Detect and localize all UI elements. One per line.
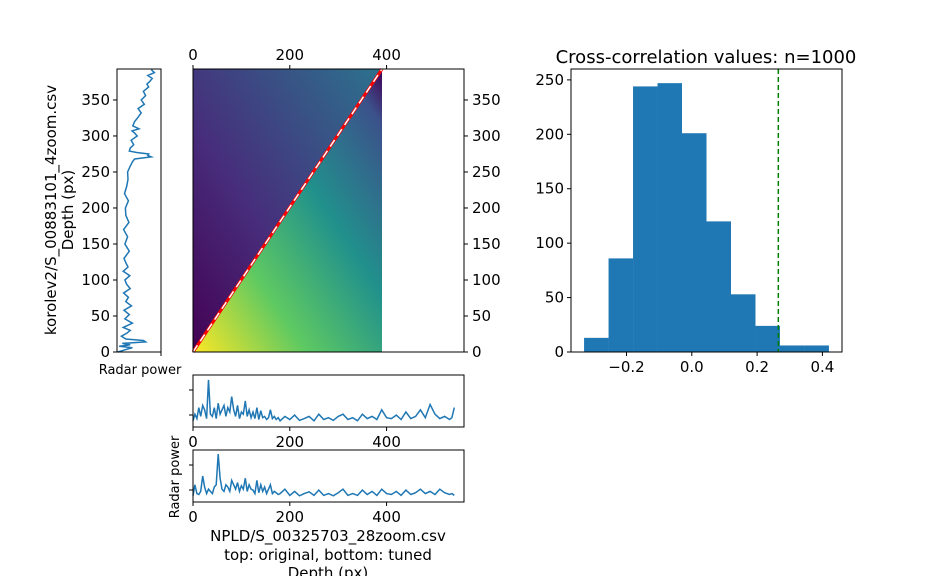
histogram-xtick-label: −0.2	[608, 358, 644, 376]
histogram-bar	[682, 133, 707, 352]
histogram-bar	[755, 325, 780, 352]
depth-profile-ytick-label: 250	[81, 163, 110, 181]
histogram-ticks: −0.2 0.0 0.2 0.4 0 50 100 150 200 250	[535, 71, 834, 376]
histogram-frame	[570, 68, 843, 353]
depth-profile-ytick-label: 300	[81, 127, 110, 145]
radar-tuned-line	[192, 453, 455, 497]
histogram-xtick-label: 0.0	[680, 358, 704, 376]
histogram-ytick-label: 50	[545, 289, 564, 307]
heatmap-ytick-label: 150	[472, 235, 501, 253]
heatmap-xtick-label: 400	[372, 46, 401, 64]
depth-profile-ytick-label: 150	[81, 235, 110, 253]
heatmap-ytick-label: 0	[472, 343, 482, 361]
histogram-ytick-label: 200	[535, 125, 564, 143]
depth-profile-ytick-label: 200	[81, 199, 110, 217]
radar-tuned-panel: 0 200 400 Radar power NPLD/S_00325703_28zo…	[168, 435, 465, 580]
radar-tuned-xtick-label: 400	[372, 508, 401, 526]
radar-xlabel-line-2: top: original, bottom: tuned	[224, 546, 432, 564]
heatmap-ticks: 0 200 400 0 50 100 150 200 250 300 350	[188, 46, 500, 361]
histogram-bar	[730, 294, 756, 352]
depth-profile-ytick-label: 100	[81, 271, 110, 289]
histogram-bar	[633, 86, 658, 353]
histogram-panel: Cross-correlation values: n=1000 −0.2 0.0…	[535, 47, 856, 376]
radar-xlabel-line-3: Depth (px)	[288, 564, 369, 576]
histogram-bars	[584, 83, 829, 353]
depth-profile-frame	[116, 68, 162, 353]
radar-tuned-frame	[192, 449, 465, 503]
correlation-heatmap-panel: 0 200 400 0 50 100 150 200 250 300 350	[188, 46, 500, 361]
heatmap-ytick-label: 50	[472, 307, 491, 325]
heatmap-frame	[192, 68, 465, 353]
heatmap-xtick-label: 0	[188, 46, 198, 64]
histogram-bar	[584, 337, 609, 352]
radar-original-xticks: 0 200 400	[188, 389, 401, 451]
depth-profile-ytick-label: 50	[91, 307, 110, 325]
histogram-bar	[608, 258, 634, 352]
radar-original-xtick-label: 400	[372, 433, 401, 451]
depth-profile-panel: 0 50 100 150 200 250 300 350 Radar power korole…	[42, 68, 182, 378]
histogram-ytick-label: 0	[554, 343, 564, 361]
histogram-xtick-label: 0.2	[745, 358, 769, 376]
heatmap-ytick-label: 350	[472, 91, 501, 109]
radar-tuned-xtick-label: 200	[275, 508, 304, 526]
radar-tuned-ylabel: Radar power	[168, 435, 183, 518]
depth-profile-ylabel-bottom: Depth (px)	[59, 170, 77, 251]
histogram-ytick-label: 250	[535, 71, 564, 89]
depth-profile-ylabel-top: korolev2/S_00883101_4zoom.csv	[42, 85, 61, 335]
radar-original-line	[192, 379, 456, 422]
heatmap-ytick-label: 100	[472, 271, 501, 289]
depth-profile-ytick-label: 350	[81, 91, 110, 109]
depth-profile-yticks: 0 50 100 150 200 250 300 350	[81, 91, 117, 361]
histogram-bar	[779, 345, 805, 352]
histogram-bar	[706, 221, 731, 352]
histogram-ytick-label: 150	[535, 180, 564, 198]
radar-original-xtick-label: 0	[188, 433, 198, 451]
radar-tuned-xticks: 0 200 400	[188, 464, 401, 526]
radar-original-xtick-label: 200	[275, 433, 304, 451]
heatmap-ytick-label: 250	[472, 163, 501, 181]
depth-profile-xlabel: Radar power	[99, 363, 182, 378]
depth-profile-line	[117, 69, 156, 353]
depth-profile-ytick-label: 0	[100, 343, 110, 361]
radar-tuned-xtick-label: 0	[188, 508, 198, 526]
heatmap-ytick-label: 300	[472, 127, 501, 145]
radar-xlabel-line-1: NPLD/S_00325703_28zoom.csv	[210, 527, 446, 546]
histogram-bar	[804, 345, 829, 352]
radar-original-panel: 0 200 400	[188, 374, 465, 451]
heatmap-ytick-label: 200	[472, 199, 501, 217]
histogram-xtick-label: 0.4	[810, 358, 834, 376]
histogram-ytick-label: 100	[535, 234, 564, 252]
histogram-title: Cross-correlation values: n=1000	[556, 47, 857, 68]
histogram-bar	[657, 83, 683, 353]
heatmap-diagonal-tuned	[192, 68, 383, 353]
radar-original-frame	[192, 374, 465, 428]
heatmap-xtick-label: 200	[275, 46, 304, 64]
